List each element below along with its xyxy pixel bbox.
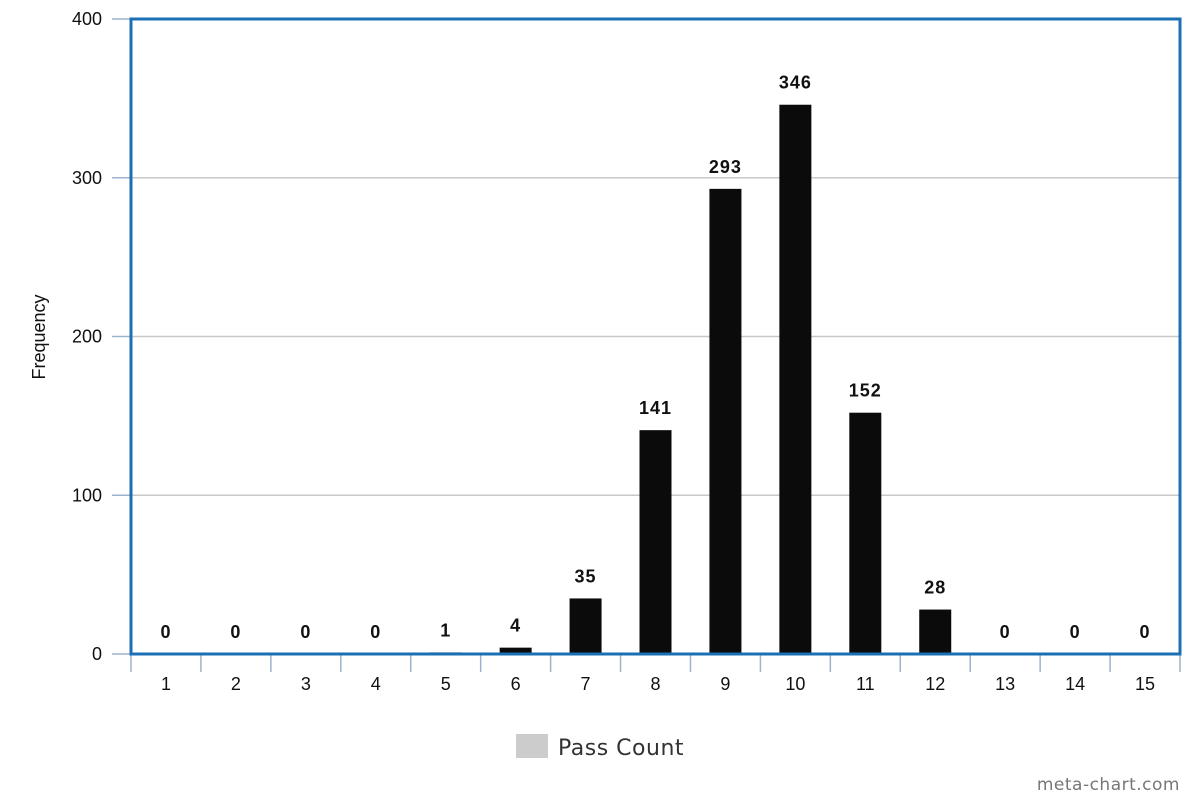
- x-tick-label: 11: [856, 674, 875, 694]
- data-label: 0: [230, 622, 241, 642]
- y-axis-ticks: 0 100 200 300 400: [72, 9, 131, 664]
- y-tick-label: 0: [92, 644, 102, 664]
- x-tick-label: 7: [581, 674, 591, 694]
- x-tick-label: 5: [441, 674, 451, 694]
- bar[interactable]: [499, 647, 532, 654]
- x-axis-ticks: 1 2 3 4 5 6 7 8 9 10 11 12 13 14 15: [130, 654, 1181, 694]
- data-label: 0: [1140, 622, 1151, 642]
- y-tick-label: 400: [72, 9, 102, 29]
- y-tick-label: 100: [72, 485, 102, 505]
- bar[interactable]: [709, 188, 742, 655]
- data-label: 0: [1070, 622, 1081, 642]
- data-label: 152: [849, 381, 882, 401]
- bars: [429, 104, 952, 655]
- data-labels: 0 0 0 0 1 4 35 141 293 346 152 28 0 0 0: [160, 73, 1151, 642]
- x-tick-label: 6: [511, 674, 521, 694]
- y-axis-title: Frequency: [29, 294, 49, 379]
- bar[interactable]: [639, 430, 672, 654]
- data-label: 141: [639, 398, 672, 418]
- bar[interactable]: [569, 598, 602, 654]
- data-label: 35: [575, 566, 597, 586]
- x-tick-label: 9: [720, 674, 730, 694]
- x-tick-label: 4: [371, 674, 381, 694]
- data-label: 0: [1000, 622, 1011, 642]
- data-label: 28: [924, 578, 946, 598]
- data-label: 346: [779, 73, 812, 93]
- x-tick-label: 10: [785, 674, 805, 694]
- legend-label: Pass Count: [558, 736, 684, 761]
- x-tick-label: 2: [231, 674, 241, 694]
- data-label: 4: [510, 616, 521, 636]
- legend[interactable]: Pass Count: [516, 734, 684, 761]
- data-label: 0: [160, 622, 171, 642]
- x-tick-label: 1: [161, 674, 171, 694]
- legend-swatch: [516, 734, 548, 758]
- x-tick-label: 8: [650, 674, 660, 694]
- x-tick-label: 13: [995, 674, 1015, 694]
- data-label: 0: [300, 622, 311, 642]
- y-tick-label: 300: [72, 168, 102, 188]
- bar[interactable]: [779, 104, 812, 655]
- bar[interactable]: [919, 609, 952, 654]
- data-label: 0: [370, 622, 381, 642]
- plot-frame: [129, 17, 1182, 656]
- data-label: 1: [440, 620, 451, 640]
- data-label: 293: [709, 157, 742, 177]
- credit-text[interactable]: meta-chart.com: [1037, 775, 1180, 795]
- x-tick-label: 3: [301, 674, 311, 694]
- x-tick-label: 15: [1135, 674, 1155, 694]
- bar[interactable]: [849, 412, 882, 654]
- x-tick-label: 14: [1065, 674, 1085, 694]
- x-tick-label: 12: [925, 674, 945, 694]
- y-tick-label: 200: [72, 327, 102, 347]
